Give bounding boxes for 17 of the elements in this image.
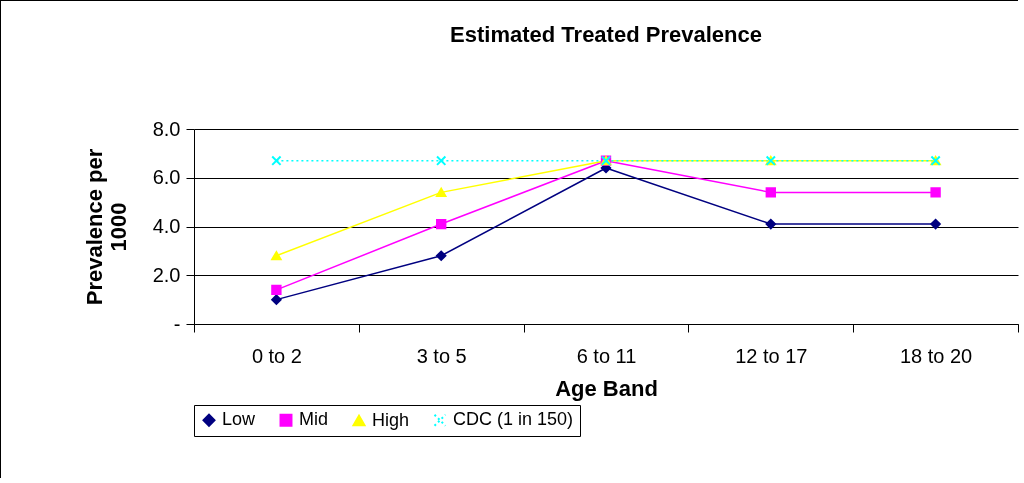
legend-label: Mid — [299, 409, 329, 430]
x-tick-label: 3 to 5 — [416, 344, 467, 367]
x-tick-label: 0 to 2 — [251, 344, 302, 367]
x-tick-label: 6 to 11 — [576, 344, 637, 367]
y-tick-label: 8.0 — [152, 117, 181, 140]
legend-label: CDC (1 in 150) — [453, 409, 574, 430]
y-tick-label: 2.0 — [152, 263, 181, 286]
y-tick-label: - — [173, 312, 181, 335]
chart-title: Estimated Treated Prevalence — [450, 22, 762, 47]
x-axis-title: Age Band — [555, 375, 658, 401]
x-tick-label: 18 to 20 — [899, 344, 973, 367]
legend-label: High — [372, 409, 410, 430]
y-tick-label: 6.0 — [152, 166, 181, 189]
legend-label: Low — [222, 409, 257, 430]
y-tick-label: 4.0 — [152, 215, 181, 237]
y-axis-title: Prevalence per 1000 — [81, 148, 131, 306]
x-tick-label: 12 to 17 — [735, 344, 808, 367]
